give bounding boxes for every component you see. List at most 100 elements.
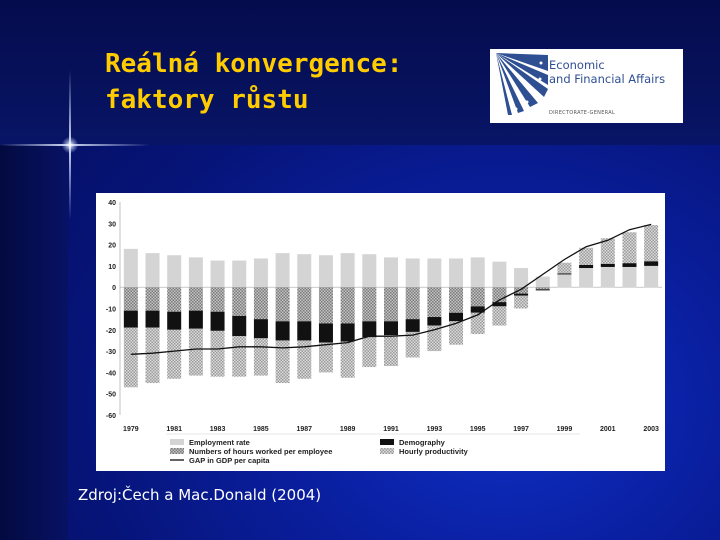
bar-segment-productivity bbox=[253, 338, 268, 376]
bar-segment-productivity bbox=[449, 321, 464, 345]
y-tick-label: -40 bbox=[106, 370, 116, 377]
bar-segment-productivity bbox=[123, 327, 138, 388]
bar-segment-productivity bbox=[427, 325, 442, 352]
bar-segment-demography bbox=[514, 293, 529, 296]
bar-segment-employment bbox=[297, 254, 312, 288]
logo-text: Economic and Financial Affairs bbox=[549, 58, 665, 86]
bar-segment-hours bbox=[470, 287, 485, 307]
bar-segment-hours bbox=[167, 287, 182, 312]
y-tick-label: -30 bbox=[106, 349, 116, 356]
x-tick-label: 1981 bbox=[166, 426, 182, 433]
logo-line2: and Financial Affairs bbox=[549, 72, 666, 86]
bar-segment-demography bbox=[232, 315, 247, 337]
slide-title-line2: faktory růstu bbox=[105, 85, 309, 115]
x-tick-label: 2003 bbox=[643, 426, 659, 433]
legend-swatch bbox=[380, 439, 394, 445]
y-tick-label: -50 bbox=[106, 392, 116, 399]
y-tick-label: 20 bbox=[108, 243, 116, 250]
bar-segment-productivity bbox=[514, 295, 529, 309]
x-tick-label: 1989 bbox=[340, 426, 356, 433]
x-tick-label: 1983 bbox=[210, 426, 226, 433]
x-axis-ticks: 1979 1981 1983 1985 1987 1989 1991 1993 1995 1997… bbox=[123, 426, 659, 433]
growth-factors-chart: 40 30 20 10 0 -10 -20 -30 -40 -50 -60 1979 1981 1983… bbox=[106, 200, 662, 465]
bar-segment-employment bbox=[535, 276, 550, 288]
gap-line-layer bbox=[130, 223, 652, 355]
bar-segment-productivity bbox=[340, 341, 355, 378]
bar-segment-demography bbox=[449, 312, 464, 322]
bar-segment-employment bbox=[123, 248, 138, 288]
bar-segment-employment bbox=[362, 254, 377, 288]
legend-label: Demography bbox=[399, 438, 446, 447]
light-flare-center bbox=[62, 137, 78, 153]
bar-segment-demography bbox=[145, 310, 160, 328]
bar-segment-productivity bbox=[470, 312, 485, 335]
bar-segment-employment bbox=[557, 274, 572, 288]
bar-segment-demography bbox=[253, 319, 268, 339]
legend-label: Employment rate bbox=[189, 438, 250, 447]
chart-panel: 40 30 20 10 0 -10 -20 -30 -40 -50 -60 1979 1981 1983… bbox=[96, 193, 665, 471]
bar-segment-hours bbox=[123, 287, 138, 311]
x-tick-label: 1991 bbox=[383, 426, 399, 433]
bar-segment-productivity bbox=[210, 330, 225, 377]
source-citation: Zdroj:Čech a Mac.Donald (2004) bbox=[78, 486, 322, 504]
bar-segment-employment bbox=[470, 257, 485, 288]
legend-swatch bbox=[380, 448, 394, 454]
bar-segment-employment bbox=[145, 253, 160, 288]
bar-segment-demography bbox=[644, 261, 659, 266]
bar-segment-employment bbox=[210, 260, 225, 288]
bar-segment-productivity bbox=[275, 340, 290, 384]
y-tick-label: 10 bbox=[108, 264, 116, 271]
bar-segment-employment bbox=[622, 266, 637, 288]
legend-swatch bbox=[170, 448, 184, 454]
bar-segment-employment bbox=[253, 258, 268, 288]
bar-segment-productivity bbox=[318, 342, 333, 373]
y-tick-label: 40 bbox=[108, 200, 116, 207]
bar-segment-demography bbox=[318, 323, 333, 343]
bar-segment-productivity bbox=[167, 329, 182, 379]
y-tick-label: -20 bbox=[106, 328, 116, 335]
bar-segment-productivity bbox=[579, 247, 594, 265]
ecfin-logo: Economic and Financial Affairs DIRECTORA… bbox=[490, 49, 683, 123]
bar-segment-demography bbox=[557, 273, 572, 275]
bar-segment-employment bbox=[167, 255, 182, 288]
bar-segment-employment bbox=[427, 258, 442, 288]
y-tick-label: 0 bbox=[112, 285, 116, 292]
x-tick-label: 1993 bbox=[427, 426, 443, 433]
bar-segment-employment bbox=[449, 258, 464, 288]
bar-segment-employment bbox=[514, 268, 529, 288]
bar-segment-demography bbox=[535, 289, 550, 291]
bar-segment-demography bbox=[167, 311, 182, 330]
bar-segment-employment bbox=[405, 258, 420, 288]
x-tick-label: 1999 bbox=[557, 426, 573, 433]
bar-segment-productivity bbox=[188, 328, 203, 376]
x-tick-label: 1985 bbox=[253, 426, 269, 433]
bar-segment-hours bbox=[405, 287, 420, 320]
bar-segment-demography bbox=[188, 310, 203, 329]
bar-segment-employment bbox=[492, 261, 507, 288]
bar-segment-hours bbox=[535, 287, 550, 290]
legend-label: GAP in GDP per capita bbox=[189, 456, 270, 465]
slide-title-line1: Reálná konvergence: bbox=[105, 49, 403, 79]
bar-segment-productivity bbox=[622, 232, 637, 264]
bar-segment-productivity bbox=[297, 340, 312, 379]
bar-segment-productivity bbox=[557, 262, 572, 274]
y-tick-label: -60 bbox=[106, 413, 116, 420]
bar-segment-hours bbox=[318, 287, 333, 324]
bar-segment-productivity bbox=[384, 335, 398, 367]
bar-segment-hours bbox=[384, 287, 398, 322]
bar-segment-employment bbox=[275, 253, 290, 288]
bar-segment-demography bbox=[384, 321, 398, 336]
bar-segment-productivity bbox=[362, 337, 377, 368]
bar-segment-hours bbox=[297, 287, 312, 322]
stars-rays-icon bbox=[496, 53, 548, 115]
y-tick-label: 30 bbox=[108, 221, 116, 228]
left-band bbox=[0, 145, 68, 540]
x-tick-label: 1997 bbox=[513, 426, 529, 433]
bar-segment-hours bbox=[210, 287, 225, 312]
bar-segment-demography bbox=[123, 310, 138, 328]
bar-segment-hours bbox=[427, 287, 442, 318]
slide-title: Reálná konvergence: faktory růstu bbox=[105, 46, 402, 118]
bar-segment-productivity bbox=[232, 336, 247, 377]
bar-segment-hours bbox=[449, 287, 464, 313]
